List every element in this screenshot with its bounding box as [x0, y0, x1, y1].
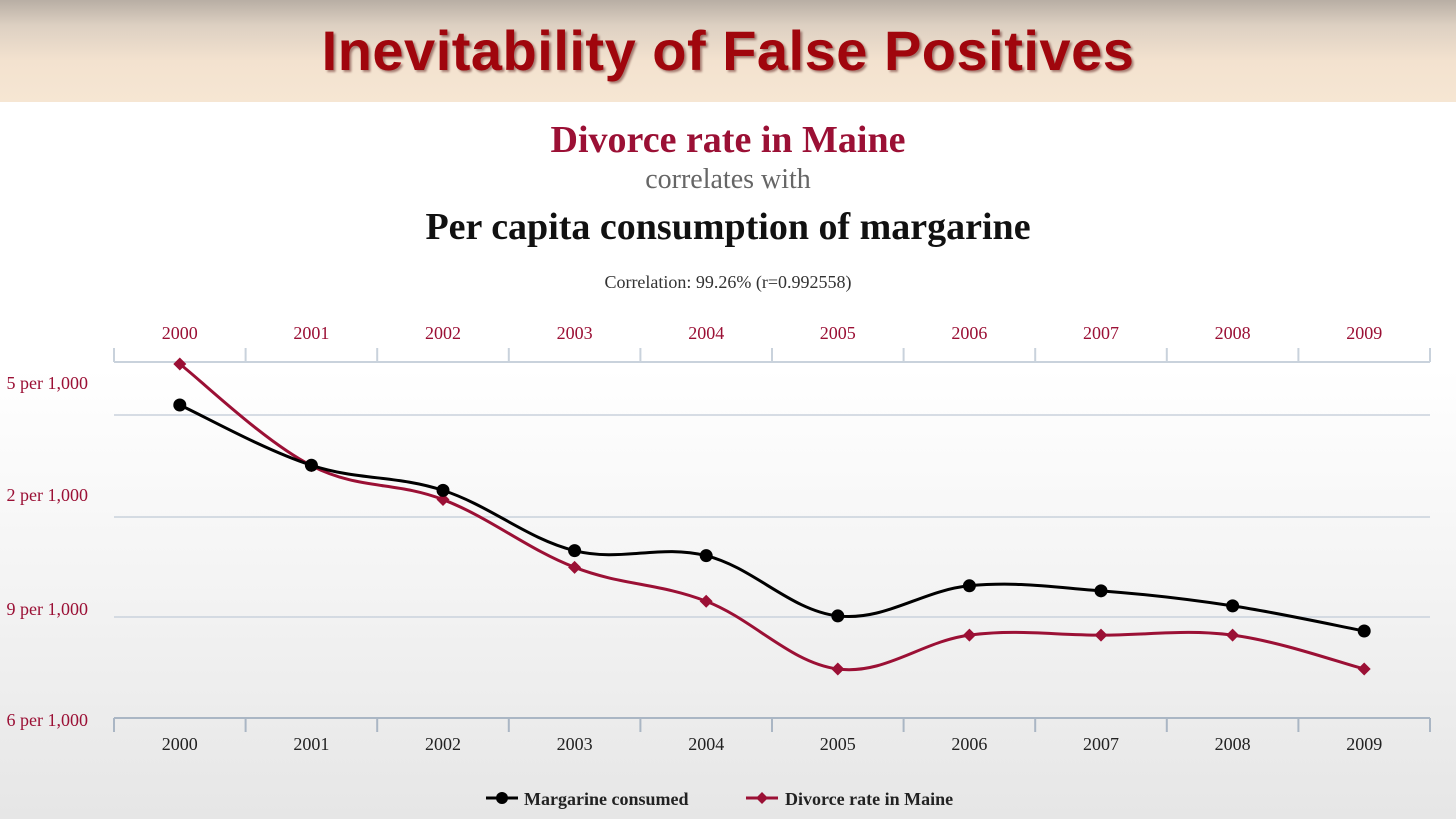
chart-subtitle: correlates with: [645, 164, 811, 195]
x-tick-label-bottom: 2008: [1215, 734, 1251, 754]
data-point-margarine: [1226, 599, 1240, 613]
x-tick-label-top: 2005: [820, 323, 856, 343]
chart-second-title: Per capita consumption of margarine: [425, 206, 1031, 248]
x-tick-label-bottom: 2006: [951, 734, 987, 754]
x-tick-label-bottom: 2005: [820, 734, 856, 754]
data-point-margarine: [962, 579, 976, 593]
x-tick-label-bottom: 2004: [688, 734, 724, 754]
legend: Margarine consumed Divorce rate in Maine: [486, 789, 953, 809]
x-tick-label-top: 2000: [162, 323, 198, 343]
data-point-divorce: [1094, 628, 1108, 642]
x-tick-label-top: 2002: [425, 323, 461, 343]
correlation-annotation: Correlation: 99.26% (r=0.992558): [604, 272, 852, 292]
legend-marker-divorce: [756, 792, 768, 804]
y-tick-label: 9 per 1,000: [7, 599, 88, 619]
data-point-divorce: [962, 628, 976, 642]
data-point-divorce: [699, 594, 713, 608]
x-tick-label-bottom: 2000: [162, 734, 198, 754]
data-point-margarine: [304, 458, 318, 472]
x-tick-label-bottom: 2007: [1083, 734, 1119, 754]
legend-label-margarine: Margarine consumed: [524, 789, 688, 809]
data-point-divorce: [568, 560, 582, 574]
data-point-divorce: [173, 357, 187, 371]
x-tick-label-bottom: 2001: [293, 734, 329, 754]
data-point-margarine: [1357, 624, 1371, 638]
series-line-margarine: [179, 403, 1365, 633]
data-point-divorce: [831, 662, 845, 676]
data-point-margarine: [436, 483, 450, 497]
x-tick-label-top: 2006: [951, 323, 987, 343]
axis-layer: 2000 2000 2001 2001 2002 2002 2003 2003 2004 2004…: [7, 323, 1431, 754]
x-tick-label-top: 2009: [1346, 323, 1382, 343]
series-layer: [173, 357, 1371, 676]
x-tick-label-bottom: 2003: [557, 734, 593, 754]
x-tick-label-top: 2004: [688, 323, 724, 343]
slide-title: Inevitability of False Positives: [321, 19, 1135, 82]
data-point-margarine: [1094, 584, 1108, 598]
legend-marker-margarine: [496, 792, 508, 804]
data-point-margarine: [831, 609, 845, 623]
x-tick-label-bottom: 2002: [425, 734, 461, 754]
y-tick-label: 5 per 1,000: [7, 373, 88, 393]
x-tick-label-top: 2007: [1083, 323, 1119, 343]
data-point-divorce: [436, 493, 450, 507]
series-line-divorce: [178, 362, 1365, 672]
x-tick-label-top: 2008: [1215, 323, 1251, 343]
title-banner: Inevitability of False Positives: [0, 0, 1456, 102]
data-point-margarine: [173, 398, 187, 412]
x-tick-label-top: 2003: [557, 323, 593, 343]
y-tick-label: 6 per 1,000: [7, 710, 88, 730]
data-point-margarine: [568, 544, 582, 558]
data-point-divorce: [1226, 628, 1240, 642]
y-tick-label: 2 per 1,000: [7, 485, 88, 505]
x-tick-label-bottom: 2009: [1346, 734, 1382, 754]
grid-layer: [114, 414, 1430, 618]
x-tick-label-top: 2001: [293, 323, 329, 343]
data-point-divorce: [1357, 662, 1371, 676]
legend-label-divorce: Divorce rate in Maine: [785, 789, 953, 809]
data-point-margarine: [699, 549, 713, 563]
chart-title: Divorce rate in Maine: [550, 119, 906, 161]
